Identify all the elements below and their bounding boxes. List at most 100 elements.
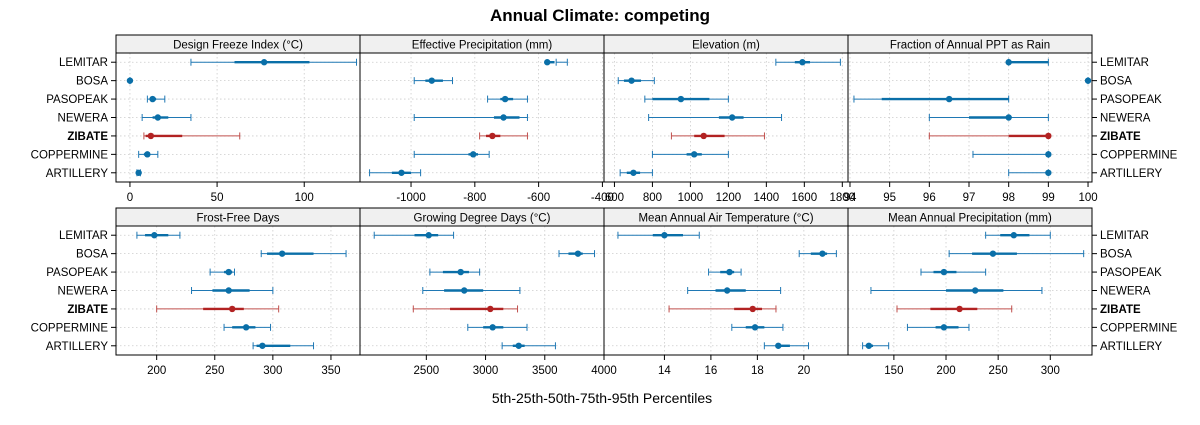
site-marks-pasopeak [920,268,987,276]
x-tick-label: 18 [751,365,764,377]
x-tick-label: 98 [1002,192,1015,204]
median-point [470,151,477,158]
median-point [154,114,162,121]
site-marks-lemitar [373,231,455,239]
site-marks-zibate [156,305,280,313]
site-marks-newera [687,287,782,294]
median-point [945,95,953,103]
site-marks-bosa [558,250,596,258]
x-tick-label: 100 [1078,192,1097,204]
median-point [259,342,266,349]
median-point [628,77,635,84]
site-label-artillery: ARTILLERY [46,168,109,180]
site-label-pasopeak: PASOPEAK [1100,267,1162,279]
panel-title: Growing Degree Days (°C) [414,213,551,225]
x-tick-label: 150 [884,365,903,377]
median-point [1084,77,1092,84]
median-point [500,114,507,121]
x-tick-label: 95 [883,192,896,204]
site-marks-zibate [143,132,241,140]
median-point [489,132,496,140]
x-tick-label: 0 [127,192,133,204]
median-point [1045,169,1052,176]
panel-5: Growing Degree Days (°C) 2500 3000 3500 4000 [359,207,617,377]
site-label-zibate: ZIBATE [67,304,108,316]
site-marks-zibate [412,305,519,313]
site-marks-coppermine [651,150,729,158]
x-tick-label: 1200 [716,192,742,204]
site-marks-newera [928,114,1049,121]
site-marks-artillery [619,169,653,177]
site-marks-coppermine [223,323,272,331]
median-point [865,342,873,349]
x-tick-label: 250 [989,365,1008,377]
site-marks-artillery [862,342,890,350]
x-tick-label: -800 [463,192,486,204]
site-label-artillery: ARTILLERY [1100,168,1163,180]
median-point [149,95,156,103]
panel-title: Frost-Free Days [196,213,279,225]
site-marks-coppermine [731,323,784,331]
median-point [126,77,134,84]
site-label-newera: NEWERA [58,286,109,298]
x-tick-label: 1600 [792,192,818,204]
site-label-zibate: ZIBATE [1100,304,1141,316]
x-tick-label: 99 [1042,192,1055,204]
median-point [726,268,733,276]
median-point [1045,132,1052,140]
panel-7: Mean Annual Precipitation (mm) 150 200 250 3… [847,207,1178,377]
site-label-bosa: BOSA [1100,76,1132,88]
site-marks-artillery [1008,169,1052,177]
x-tick-label: 20 [797,365,810,377]
site-marks-coppermine [906,323,970,331]
site-marks-artillery [501,342,556,350]
median-point [151,232,158,239]
x-tick-label: 200 [147,365,166,377]
x-tick-label: 3500 [532,365,558,377]
site-marks-pasopeak [429,268,481,276]
site-label-bosa: BOSA [1100,249,1132,261]
x-tick-label: 350 [321,365,340,377]
median-point [1005,59,1012,66]
x-tick-label: 100 [295,192,314,204]
median-point [457,268,464,276]
site-marks-bosa [1084,77,1092,85]
panel-title: Mean Annual Precipitation (mm) [888,213,1052,225]
median-point [260,59,268,66]
site-marks-coppermine [467,323,528,331]
median-point [751,324,759,331]
site-marks-newera [191,287,274,294]
x-tick-label: 3000 [473,365,499,377]
median-point [630,169,637,176]
median-point [700,132,707,140]
site-marks-newera [870,287,1043,294]
x-tick-label: 16 [704,365,717,377]
site-label-lemitar: LEMITAR [1100,57,1149,69]
site-marks-lemitar [136,231,181,239]
site-label-newera: NEWERA [1100,113,1151,125]
median-point [428,77,435,84]
median-point [147,132,155,140]
site-marks-lemitar [617,231,700,239]
site-marks-lemitar [544,58,568,66]
site-marks-zibate [896,305,1013,313]
site-marks-newera [422,287,521,294]
median-point [544,59,551,66]
site-marks-coppermine [413,150,490,158]
median-point [972,287,979,294]
median-point [487,305,494,313]
site-marks-artillery [763,342,809,350]
site-label-artillery: ARTILLERY [1100,341,1163,353]
median-point [989,250,997,257]
median-point [1010,232,1017,239]
median-point [425,232,432,239]
site-marks-pasopeak [209,268,236,276]
site-marks-pasopeak [487,95,528,103]
panel-6: Mean Annual Air Temperature (°C) 14 16 18 20 [603,207,849,377]
site-marks-artillery [135,169,142,177]
x-axis-label: 5th-25th-50th-75th-95th Percentiles [492,390,712,406]
x-tick-label: 200 [936,365,955,377]
site-label-lemitar: LEMITAR [59,57,108,69]
median-point [799,59,806,66]
